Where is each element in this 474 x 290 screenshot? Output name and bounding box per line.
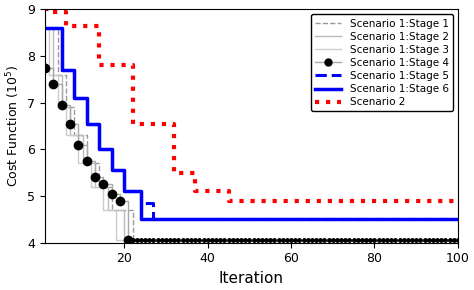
Legend: Scenario 1:Stage 1, Scenario 1:Stage 2, Scenario 1:Stage 3, Scenario 1:Stage 4, : Scenario 1:Stage 1, Scenario 1:Stage 2, …: [311, 14, 453, 111]
X-axis label: Iteration: Iteration: [219, 271, 284, 286]
Y-axis label: Cost Function (10$^5$): Cost Function (10$^5$): [4, 65, 22, 187]
